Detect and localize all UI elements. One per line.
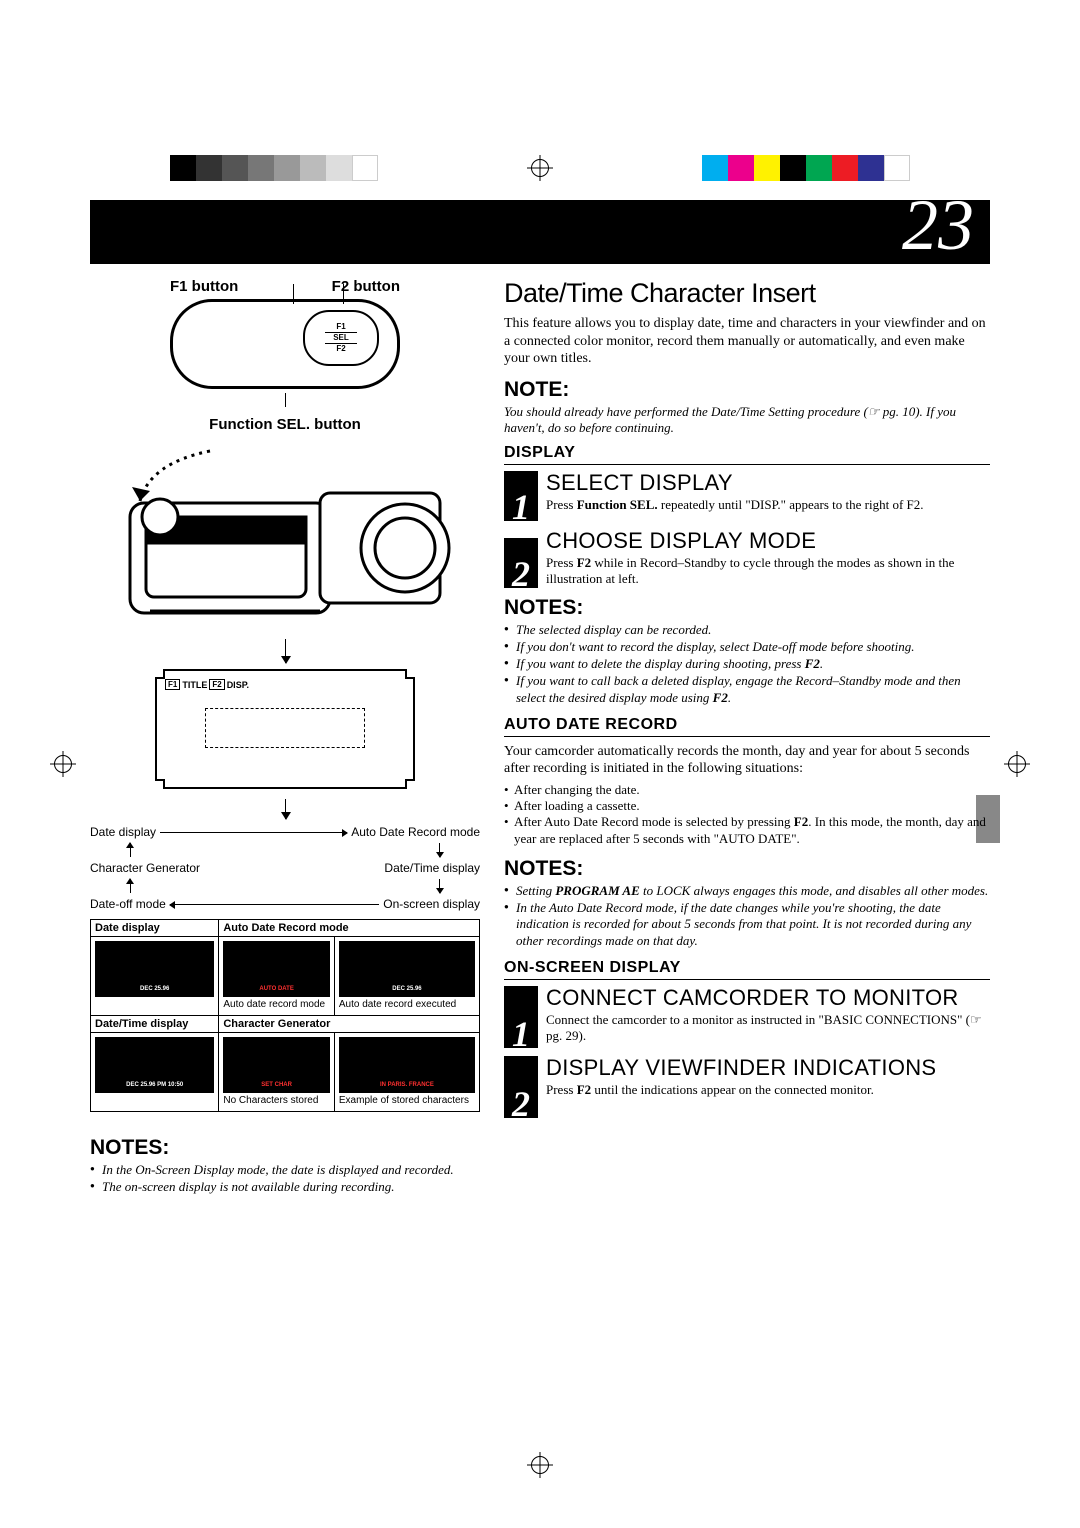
- flow-datetime: Date/Time display: [384, 861, 480, 875]
- list-item: If you want to call back a deleted displ…: [504, 673, 990, 706]
- right-column: Date/Time Character Insert This feature …: [504, 278, 990, 1206]
- header-bar: 23: [90, 200, 990, 264]
- list-item: After Auto Date Record mode is selected …: [504, 814, 990, 847]
- auto-date-list: After changing the date.After loading a …: [504, 782, 990, 847]
- step-1-number: 1: [504, 471, 538, 521]
- left-notes-heading: NOTES:: [90, 1136, 480, 1160]
- thumb-setchar: SET CHAR: [223, 1037, 330, 1093]
- remote-sel-key: SEL: [325, 332, 357, 344]
- remote-diagram: F1 SEL F2: [170, 299, 400, 389]
- intro-paragraph: This feature allows you to display date,…: [504, 315, 990, 368]
- screen-disp-text: DISP.: [227, 680, 249, 690]
- list-item: After loading a cassette.: [504, 798, 990, 814]
- f1-button-label: F1 button: [170, 278, 238, 295]
- flow-onscreen: On-screen display: [383, 897, 480, 911]
- thumb-date: DEC 25.96: [95, 941, 214, 997]
- list-item: After changing the date.: [504, 782, 990, 798]
- display-heading: DISPLAY: [504, 444, 990, 465]
- step-2-title: CHOOSE DISPLAY MODE: [546, 529, 990, 553]
- list-item: If you don't want to record the display,…: [504, 639, 990, 655]
- screen-title-text: TITLE: [182, 680, 207, 690]
- screen-f1-key: F1: [165, 679, 180, 690]
- note1-text: You should already have performed the Da…: [504, 404, 990, 437]
- left-column: F1 button F2 button F1 SEL F2 Function S…: [90, 278, 480, 1206]
- step-3: 1 CONNECT CAMCORDER TO MONITOR Connect t…: [504, 986, 990, 1048]
- flow-auto-date: Auto Date Record mode: [351, 825, 480, 839]
- page-number: 23: [902, 184, 974, 267]
- step-1-title: SELECT DISPLAY: [546, 471, 990, 495]
- table-header-datetime: Date/Time display: [91, 1016, 219, 1033]
- notes3-list: Setting PROGRAM AE to LOCK always engage…: [504, 883, 990, 949]
- table-header-chargen: Character Generator: [219, 1016, 480, 1033]
- step-1: 1 SELECT DISPLAY Press Function SEL. rep…: [504, 471, 990, 521]
- flow-char-gen: Character Generator: [90, 861, 200, 875]
- registration-mark-top: [527, 155, 553, 181]
- left-note-1: In the On-Screen Display mode, the date …: [90, 1162, 480, 1178]
- display-mode-table: Date display Auto Date Record mode DEC 2…: [90, 919, 480, 1112]
- list-item: If you want to delete the display during…: [504, 656, 990, 672]
- step-2-number: 2: [504, 538, 538, 588]
- f2-button-label: F2 button: [332, 278, 400, 295]
- thumb-datetime: DEC 25.96 PM 10:50: [95, 1037, 214, 1093]
- thumb-autodate-exec: DEC 25.96: [339, 941, 475, 997]
- step-4: 2 DISPLAY VIEWFINDER INDICATIONS Press F…: [504, 1056, 990, 1118]
- auto-date-body: Your camcorder automatically records the…: [504, 743, 990, 778]
- step-4-body: Press F2 until the indications appear on…: [546, 1082, 990, 1098]
- flow-date-off: Date-off mode: [90, 897, 166, 911]
- step-1-body: Press Function SEL. repeatedly until "DI…: [546, 497, 990, 513]
- step-4-title: DISPLAY VIEWFINDER INDICATIONS: [546, 1056, 990, 1080]
- viewfinder-screen: F1 TITLE F2 DISP.: [155, 669, 415, 789]
- registration-mark-left: [50, 751, 76, 777]
- auto-date-heading: AUTO DATE RECORD: [504, 716, 990, 737]
- note1-heading: NOTE:: [504, 378, 990, 402]
- step-3-number: 1: [504, 986, 538, 1048]
- display-mode-flowchart: Date display Auto Date Record mode Chara…: [90, 825, 480, 911]
- left-note-2: The on-screen display is not available d…: [90, 1179, 480, 1195]
- caption-autodate-exec: Auto date record executed: [339, 999, 475, 1011]
- notes2-heading: NOTES:: [504, 596, 990, 620]
- screen-f2-key: F2: [209, 679, 224, 690]
- flow-date-display: Date display: [90, 825, 156, 839]
- main-title: Date/Time Character Insert: [504, 278, 990, 309]
- thumb-autodate: AUTO DATE: [223, 941, 330, 997]
- remote-f2-key: F2: [336, 345, 345, 353]
- notes2-list: The selected display can be recorded.If …: [504, 622, 990, 706]
- registration-mark-bottom: [527, 1452, 553, 1478]
- step-2: 2 CHOOSE DISPLAY MODE Press F2 while in …: [504, 529, 990, 588]
- step-2-body: Press F2 while in Record–Standby to cycl…: [546, 555, 990, 588]
- osd-heading: ON-SCREEN DISPLAY: [504, 959, 990, 980]
- table-header-auto-date: Auto Date Record mode: [219, 920, 480, 937]
- list-item: The selected display can be recorded.: [504, 622, 990, 638]
- caption-example: Example of stored characters: [339, 1095, 475, 1107]
- cmyk-colorbar: [702, 155, 910, 181]
- registration-mark-right: [1004, 751, 1030, 777]
- thumb-example: IN PARIS. FRANCE: [339, 1037, 475, 1093]
- table-header-date-display: Date display: [91, 920, 219, 937]
- step-3-title: CONNECT CAMCORDER TO MONITOR: [546, 986, 990, 1010]
- camcorder-illustration: [90, 443, 480, 633]
- notes3-heading: NOTES:: [504, 857, 990, 881]
- grayscale-colorbar: [170, 155, 378, 181]
- step-4-number: 2: [504, 1056, 538, 1118]
- list-item: Setting PROGRAM AE to LOCK always engage…: [504, 883, 990, 899]
- step-3-body: Connect the camcorder to a monitor as in…: [546, 1012, 990, 1045]
- left-notes-list: In the On-Screen Display mode, the date …: [90, 1162, 480, 1196]
- caption-nochar: No Characters stored: [223, 1095, 330, 1107]
- remote-f1-key: F1: [336, 323, 345, 331]
- list-item: In the Auto Date Record mode, if the dat…: [504, 900, 990, 949]
- function-sel-label: Function SEL. button: [90, 416, 480, 433]
- caption-autodate-mode: Auto date record mode: [223, 999, 330, 1011]
